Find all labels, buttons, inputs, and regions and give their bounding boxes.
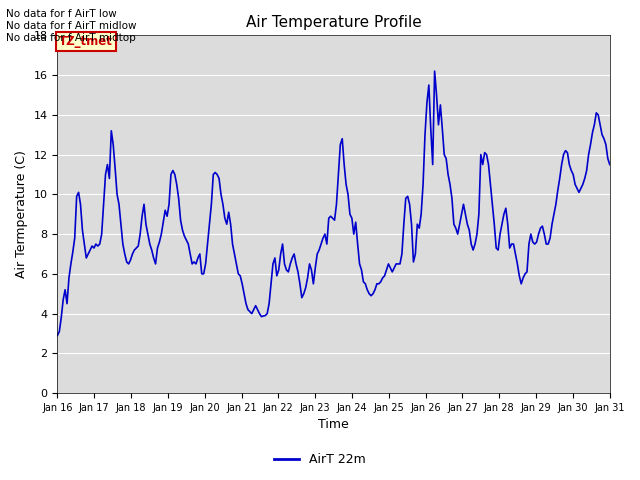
- Legend: AirT 22m: AirT 22m: [269, 448, 371, 471]
- Text: No data for f AirT midlow: No data for f AirT midlow: [6, 21, 137, 31]
- Text: No data for f AirT low: No data for f AirT low: [6, 9, 117, 19]
- Text: No data for f AirT midtop: No data for f AirT midtop: [6, 33, 136, 43]
- Title: Air Temperature Profile: Air Temperature Profile: [246, 15, 422, 30]
- X-axis label: Time: Time: [318, 419, 349, 432]
- Text: TZ_tmet: TZ_tmet: [60, 35, 113, 48]
- Y-axis label: Air Termperature (C): Air Termperature (C): [15, 150, 28, 278]
